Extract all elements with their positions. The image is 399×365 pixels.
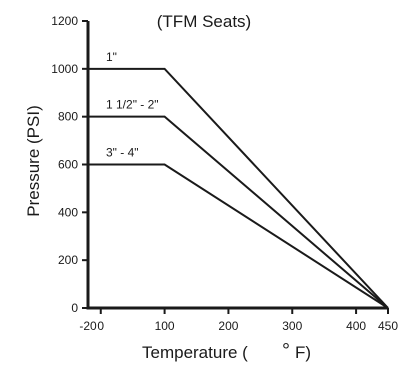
x-tick-label: 200 [218,319,238,333]
x-tick-label: 450 [378,319,398,333]
y-tick-label: 600 [58,158,78,172]
y-tick-label: 1000 [51,62,78,76]
x-tick-label: 100 [155,319,175,333]
y-tick-label: 400 [58,205,78,219]
series-label-0: 1" [106,50,117,64]
y-tick-label: 1200 [51,14,78,28]
series-label-2: 3" - 4" [106,146,139,160]
series-line-1 [88,115,389,309]
y-tick-label: 0 [71,301,78,315]
series-label-1: 1 1/2" - 2" [106,98,159,112]
x-axis-title-unit: F) [295,343,311,362]
series-labels: 1" 1 1/2" - 2" 3" - 4" [106,50,159,160]
y-tick-label: 800 [58,110,78,124]
series-lines [88,67,389,309]
x-axis-title: Temperature ( ° F) [142,340,311,362]
x-tick-label: 0 [97,319,104,333]
degree-symbol: ° [282,340,290,362]
x-axis-ticks: -20 0 100 200 300 400 450 [79,308,398,333]
x-tick-label: 400 [346,319,366,333]
x-tick-label: 300 [282,319,302,333]
y-tick-label: 200 [58,253,78,267]
x-tick-label: -20 [79,319,97,333]
x-axis-title-prefix: Temperature ( [142,343,248,362]
y-axis-ticks: 0 200 400 600 800 1000 1200 [51,14,88,315]
series-line-2 [88,163,389,309]
chart-title: (TFM Seats) [157,12,251,31]
series-line-0 [88,67,389,309]
y-axis-title: Pressure (PSI) [24,105,43,216]
